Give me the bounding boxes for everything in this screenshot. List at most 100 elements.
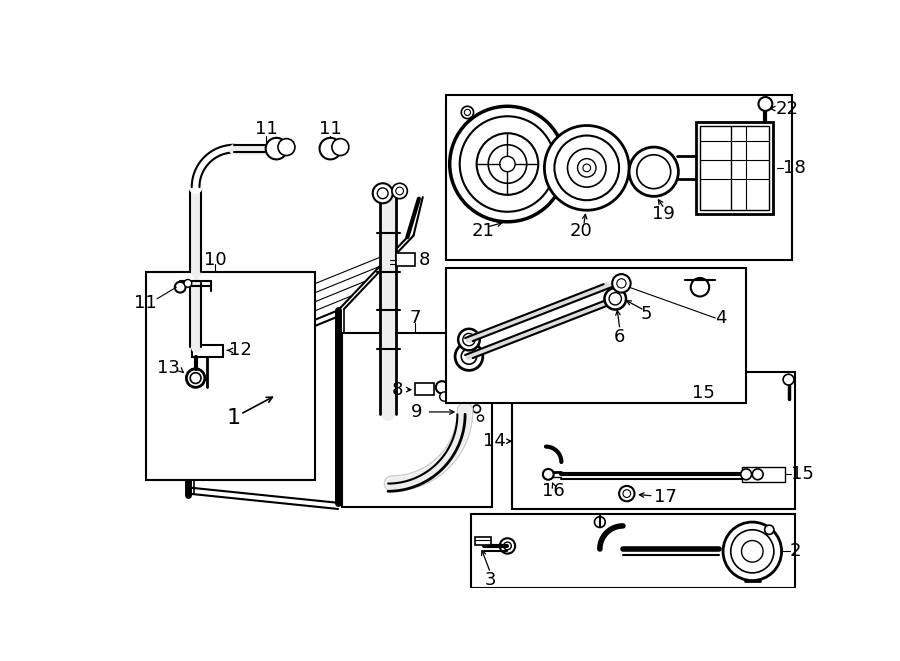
Bar <box>475 537 491 545</box>
Circle shape <box>568 149 606 187</box>
Circle shape <box>186 369 205 387</box>
Circle shape <box>609 293 621 305</box>
Bar <box>446 95 792 260</box>
Circle shape <box>629 147 679 196</box>
Circle shape <box>742 541 763 562</box>
Text: 4: 4 <box>716 309 727 327</box>
Circle shape <box>461 349 477 364</box>
Text: 11: 11 <box>319 120 342 138</box>
Text: 11: 11 <box>255 120 278 138</box>
Circle shape <box>583 164 590 172</box>
Text: 19: 19 <box>652 205 674 223</box>
Text: 17: 17 <box>653 488 677 506</box>
Circle shape <box>759 97 772 111</box>
Bar <box>700 126 770 210</box>
Bar <box>415 383 435 395</box>
Circle shape <box>488 145 526 183</box>
Circle shape <box>616 279 626 288</box>
Bar <box>396 253 415 266</box>
Circle shape <box>731 529 774 573</box>
Circle shape <box>543 469 553 480</box>
Circle shape <box>175 282 185 293</box>
Circle shape <box>440 392 449 401</box>
Text: 10: 10 <box>203 251 226 268</box>
Circle shape <box>741 469 751 480</box>
Bar <box>472 514 795 588</box>
Bar <box>696 122 773 214</box>
Circle shape <box>459 406 472 418</box>
Circle shape <box>320 138 341 159</box>
Circle shape <box>463 333 475 346</box>
Bar <box>192 345 222 356</box>
Bar <box>146 272 315 480</box>
Circle shape <box>612 274 631 293</box>
Text: 20: 20 <box>570 222 593 240</box>
Circle shape <box>619 486 634 501</box>
Circle shape <box>458 329 480 350</box>
Bar <box>342 333 492 507</box>
Circle shape <box>460 116 555 212</box>
Circle shape <box>332 139 349 155</box>
Circle shape <box>472 405 481 412</box>
Text: 11: 11 <box>134 293 158 311</box>
Circle shape <box>595 517 605 527</box>
Text: 12: 12 <box>229 341 252 360</box>
Circle shape <box>151 412 163 424</box>
Text: 8: 8 <box>392 381 403 399</box>
Circle shape <box>605 288 626 309</box>
Circle shape <box>455 342 482 370</box>
Text: 2: 2 <box>790 542 802 561</box>
Circle shape <box>637 155 670 188</box>
Text: 8: 8 <box>418 251 430 269</box>
Circle shape <box>578 159 596 177</box>
Bar <box>742 467 785 482</box>
Bar <box>512 372 796 509</box>
Text: 15: 15 <box>692 385 716 403</box>
Text: 5: 5 <box>640 305 652 323</box>
Circle shape <box>504 542 511 550</box>
Bar <box>644 386 687 401</box>
Circle shape <box>654 388 665 399</box>
Circle shape <box>266 138 287 159</box>
Circle shape <box>477 415 483 421</box>
Text: 3: 3 <box>485 571 496 589</box>
Circle shape <box>554 136 619 200</box>
Circle shape <box>752 469 763 480</box>
Circle shape <box>690 278 709 297</box>
Circle shape <box>623 490 631 498</box>
Bar <box>446 268 746 403</box>
Text: 14: 14 <box>483 432 506 450</box>
Text: 16: 16 <box>543 483 565 500</box>
Circle shape <box>396 187 403 195</box>
Circle shape <box>464 109 471 116</box>
Circle shape <box>278 139 295 155</box>
Text: 9: 9 <box>411 403 423 421</box>
Text: 1: 1 <box>227 408 241 428</box>
Circle shape <box>436 381 448 393</box>
Circle shape <box>643 388 653 399</box>
Circle shape <box>151 387 163 400</box>
Text: 22: 22 <box>776 100 798 118</box>
Circle shape <box>392 183 408 199</box>
Circle shape <box>765 525 774 534</box>
Circle shape <box>477 134 538 195</box>
Circle shape <box>500 156 515 172</box>
Circle shape <box>461 106 473 118</box>
Text: 13: 13 <box>158 359 180 377</box>
Circle shape <box>723 522 781 580</box>
Circle shape <box>500 538 515 554</box>
Circle shape <box>462 409 468 415</box>
Circle shape <box>373 183 392 204</box>
Circle shape <box>783 374 794 385</box>
Circle shape <box>377 188 388 199</box>
Text: 6: 6 <box>614 329 625 346</box>
Circle shape <box>544 126 629 210</box>
Circle shape <box>190 373 201 383</box>
Text: 18: 18 <box>783 159 806 177</box>
Circle shape <box>151 437 163 449</box>
Circle shape <box>450 106 565 222</box>
Circle shape <box>184 280 192 288</box>
Text: 15: 15 <box>791 465 814 483</box>
Text: 7: 7 <box>410 309 421 327</box>
Text: 21: 21 <box>472 222 494 240</box>
